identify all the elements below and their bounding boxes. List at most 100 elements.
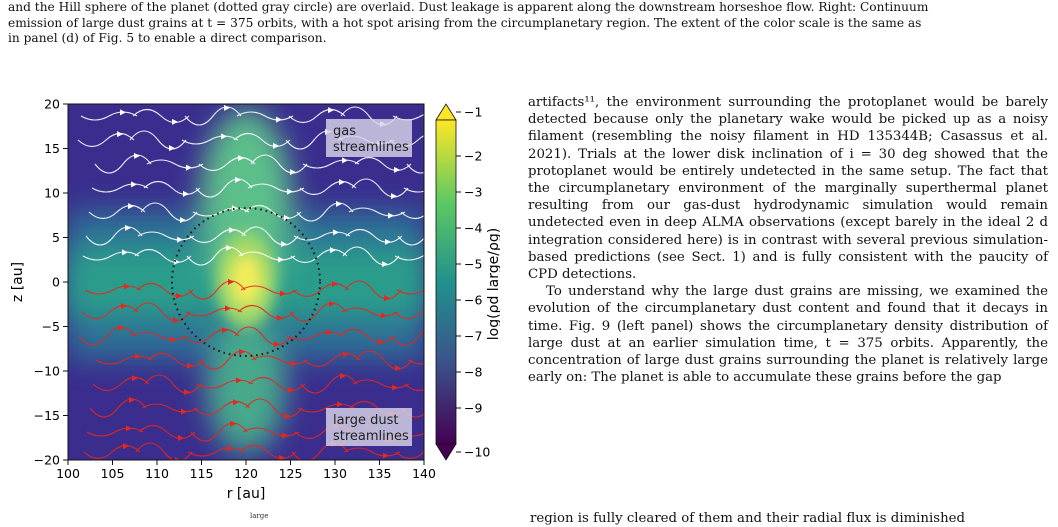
gas-streamline-arrow — [429, 131, 435, 137]
y-tick-label: 10 — [44, 186, 60, 201]
density-map — [68, 104, 435, 460]
gas-streamline-arrow — [281, 241, 287, 248]
gas-streamline — [198, 156, 256, 172]
gas-streamline-arrow — [339, 179, 345, 186]
dust-streamline — [245, 398, 303, 418]
dust-streamline — [187, 447, 245, 457]
gas-streamline — [195, 178, 253, 198]
gas-streamline — [354, 156, 412, 172]
gas-streamline-arrow — [333, 229, 339, 236]
gas-streamline-arrow — [385, 238, 391, 245]
y-tick-label: 20 — [44, 97, 60, 112]
dust-streamline — [352, 379, 410, 389]
gas-streamline-arrow — [134, 152, 140, 159]
dust-streamline-arrow — [175, 457, 181, 460]
gas-streamline-arrow — [125, 224, 131, 231]
dust-streamline — [251, 355, 309, 365]
dust-streamline-arrow — [329, 300, 335, 307]
gas-streamline-arrow — [394, 166, 400, 173]
dust-streamline — [130, 331, 188, 341]
dust-streamline-arrow — [332, 281, 338, 288]
dust-streamline-arrow — [225, 305, 231, 312]
x-tick-label: 120 — [234, 466, 258, 481]
y-tick-label: −5 — [42, 319, 60, 334]
x-tick-label: 130 — [323, 466, 347, 481]
y-tick-label: 15 — [44, 141, 60, 156]
gas-streamline-arrow — [180, 217, 186, 224]
gas-streamline — [143, 180, 201, 196]
dust-streamline-arrow — [135, 353, 141, 360]
gas-streamline — [132, 108, 190, 124]
dust-streamline — [395, 451, 424, 460]
gas-streamline — [288, 108, 346, 124]
dust-streamline-arrow — [384, 295, 390, 302]
dust-streamline-arrow — [230, 420, 236, 427]
dust-streamline-arrow — [124, 283, 130, 290]
dust-streamline — [136, 282, 194, 298]
gas-streamline-arrow — [229, 227, 235, 234]
dust-streamline-arrow — [395, 365, 401, 372]
dust-streamline — [83, 444, 141, 460]
dust-streamline-arrow — [228, 278, 234, 285]
legend-dust-line1: large dust — [333, 413, 398, 428]
gas-streamline-arrow — [177, 236, 183, 243]
gas-streamline — [129, 130, 187, 150]
dust-streamline-arrow — [277, 314, 283, 321]
dust-streamline — [188, 280, 246, 300]
dust-streamline — [95, 355, 153, 365]
dust-streamline — [89, 398, 147, 418]
gas-streamline — [406, 163, 424, 174]
gas-streamline — [192, 207, 250, 217]
gas-streamline — [290, 248, 348, 264]
figure-caption: and the Hill sphere of the planet (dotte… — [8, 0, 1048, 47]
dust-streamline — [138, 424, 196, 440]
gas-streamline — [134, 248, 192, 264]
dust-streamline — [193, 400, 251, 416]
gas-streamline-arrow — [122, 249, 128, 256]
x-tick-label: 140 — [412, 466, 436, 481]
gas-streamline — [233, 132, 291, 148]
colorbar-tick-label: −2 — [464, 149, 482, 164]
dust-streamline-arrow — [170, 336, 176, 343]
colorbar-tick-label: −7 — [464, 329, 482, 344]
gas-streamline-arrow — [221, 133, 227, 140]
colorbar-tick-label: −1 — [464, 105, 482, 120]
dust-streamline — [78, 326, 136, 346]
gas-streamline — [348, 207, 406, 217]
gas-streamline — [91, 183, 149, 193]
colorbar-tick-label: −4 — [464, 221, 482, 236]
dust-streamline — [390, 330, 424, 346]
dust-streamline — [355, 350, 413, 370]
dust-streamline-arrow — [233, 399, 239, 406]
gas-streamline-arrow — [183, 190, 189, 197]
dust-streamline-arrow — [173, 317, 179, 324]
dust-streamline-arrow — [280, 290, 286, 297]
gas-streamline-arrow — [120, 109, 126, 116]
x-tick-label: 115 — [190, 466, 214, 481]
dust-streamline — [240, 285, 298, 295]
dust-streamline — [147, 352, 205, 368]
gas-streamline-arrow — [226, 244, 232, 251]
gas-streamline — [293, 231, 351, 241]
gas-streamline — [140, 202, 198, 222]
gas-streamline-arrow — [131, 181, 137, 188]
dust-streamline-arrow — [279, 454, 285, 460]
dust-streamline — [86, 427, 144, 437]
gas-streamline-arrow — [172, 118, 178, 125]
colorbar: −1 −2 −3 −4 −5 −6 −7 −8 −9 −10 log(ρd large/ρg) — [435, 103, 500, 461]
legend-dust-line2: streamlines — [333, 429, 409, 444]
gas-streamline-arrow — [284, 214, 290, 221]
gas-streamline — [236, 111, 294, 121]
dust-streamline — [396, 289, 424, 295]
gas-streamline — [342, 246, 400, 266]
gas-streamline — [80, 111, 138, 121]
caption-line-3: in panel (d) of Fig. 5 to enable a direc… — [8, 31, 327, 46]
dust-streamline — [407, 359, 424, 365]
gas-streamline — [244, 204, 302, 220]
dust-streamline-arrow — [285, 413, 291, 420]
gas-streamline-arrow — [342, 157, 348, 164]
paragraph-2: To understand why the large dust grains … — [528, 284, 1048, 386]
dust-streamline — [289, 302, 347, 322]
gas-streamline — [345, 228, 403, 244]
gas-streamline — [250, 154, 308, 174]
